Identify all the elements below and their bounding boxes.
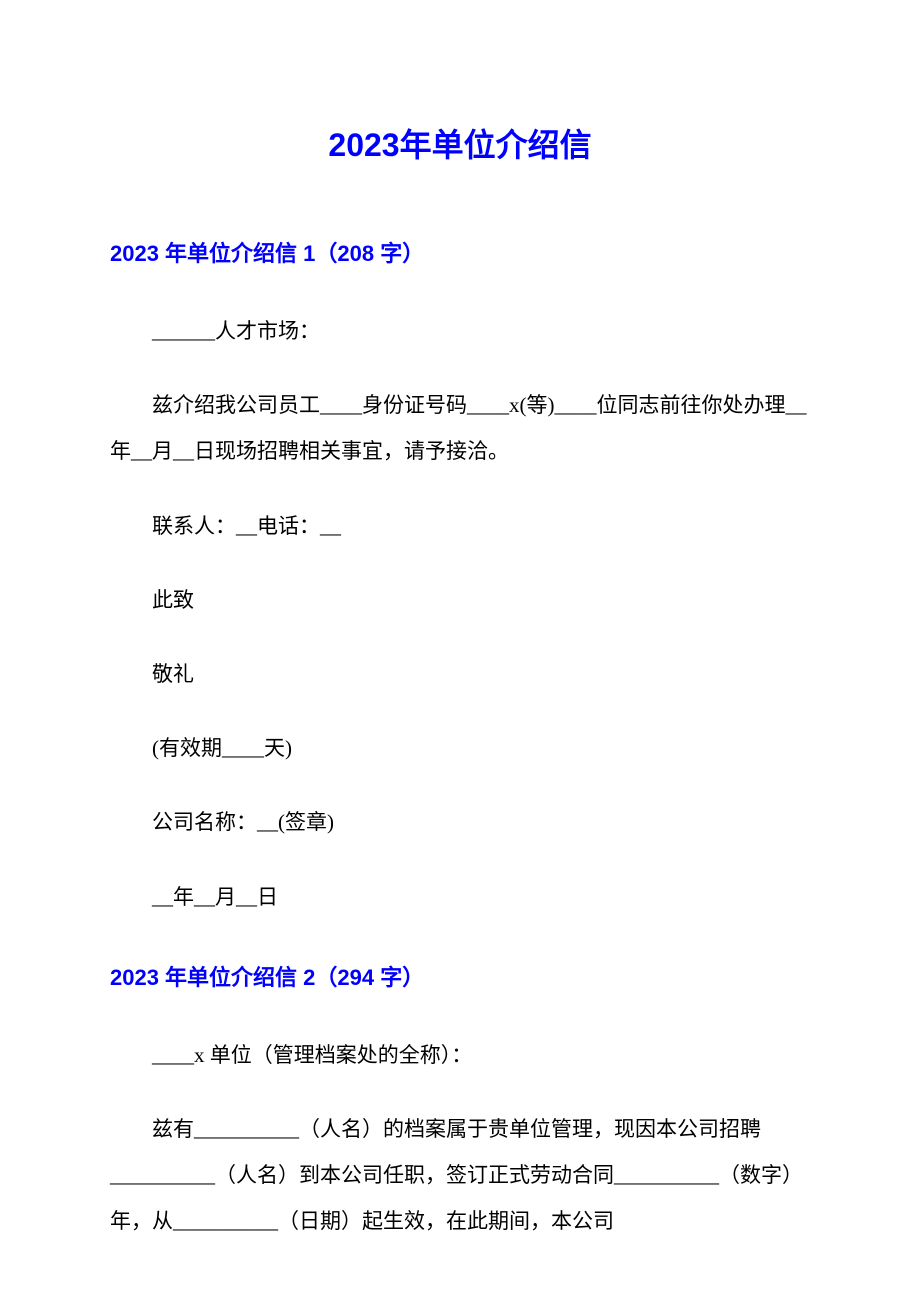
paragraph: 联系人：__电话：__: [110, 503, 810, 549]
section-1-heading: 2023 年单位介绍信 1（208 字）: [110, 236, 810, 268]
section-2-heading: 2023 年单位介绍信 2（294 字）: [110, 960, 810, 992]
paragraph: ______人才市场：: [110, 308, 810, 354]
paragraph: __年__月__日: [110, 874, 810, 920]
document-title: 2023年单位介绍信: [110, 120, 810, 166]
paragraph: 敬礼: [110, 651, 810, 697]
paragraph: ____x 单位（管理档案处的全称）：: [110, 1032, 810, 1078]
paragraph: (有效期____天): [110, 725, 810, 771]
paragraph: 兹有__________（人名）的档案属于贵单位管理，现因本公司招聘______…: [110, 1106, 810, 1245]
paragraph: 公司名称：__(签章): [110, 799, 810, 845]
paragraph: 此致: [110, 577, 810, 623]
paragraph: 兹介绍我公司员工____身份证号码____x(等)____位同志前往你处办理__…: [110, 382, 810, 474]
